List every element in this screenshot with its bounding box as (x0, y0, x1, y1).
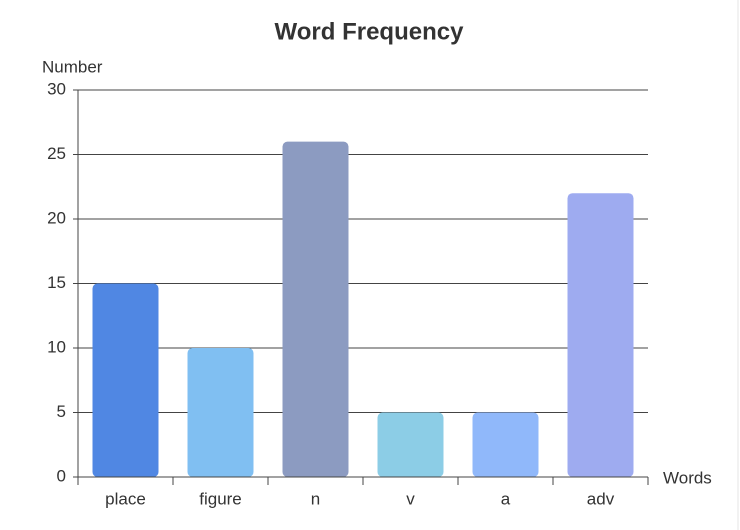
y-axis-label: Number (42, 57, 103, 76)
bar (92, 283, 159, 477)
bar (187, 348, 254, 477)
x-tick-label: figure (199, 489, 242, 508)
y-tick-label: 20 (47, 208, 66, 227)
y-tick-label: 10 (47, 337, 66, 356)
x-tick-label: place (105, 489, 146, 508)
y-tick-label: 5 (57, 402, 66, 421)
x-tick-label: a (501, 489, 511, 508)
x-tick-label: adv (587, 489, 615, 508)
bar (377, 412, 444, 477)
bar (567, 193, 634, 477)
bar (472, 412, 539, 477)
chart-title: Word Frequency (275, 18, 465, 45)
bar (282, 141, 349, 477)
y-tick-label: 30 (47, 79, 66, 98)
x-axis-label: Words (663, 468, 712, 487)
y-tick-label: 25 (47, 144, 66, 163)
y-tick-label: 15 (47, 273, 66, 292)
x-tick-label: n (311, 489, 320, 508)
y-tick-label: 0 (57, 466, 66, 485)
x-tick-label: v (406, 489, 415, 508)
